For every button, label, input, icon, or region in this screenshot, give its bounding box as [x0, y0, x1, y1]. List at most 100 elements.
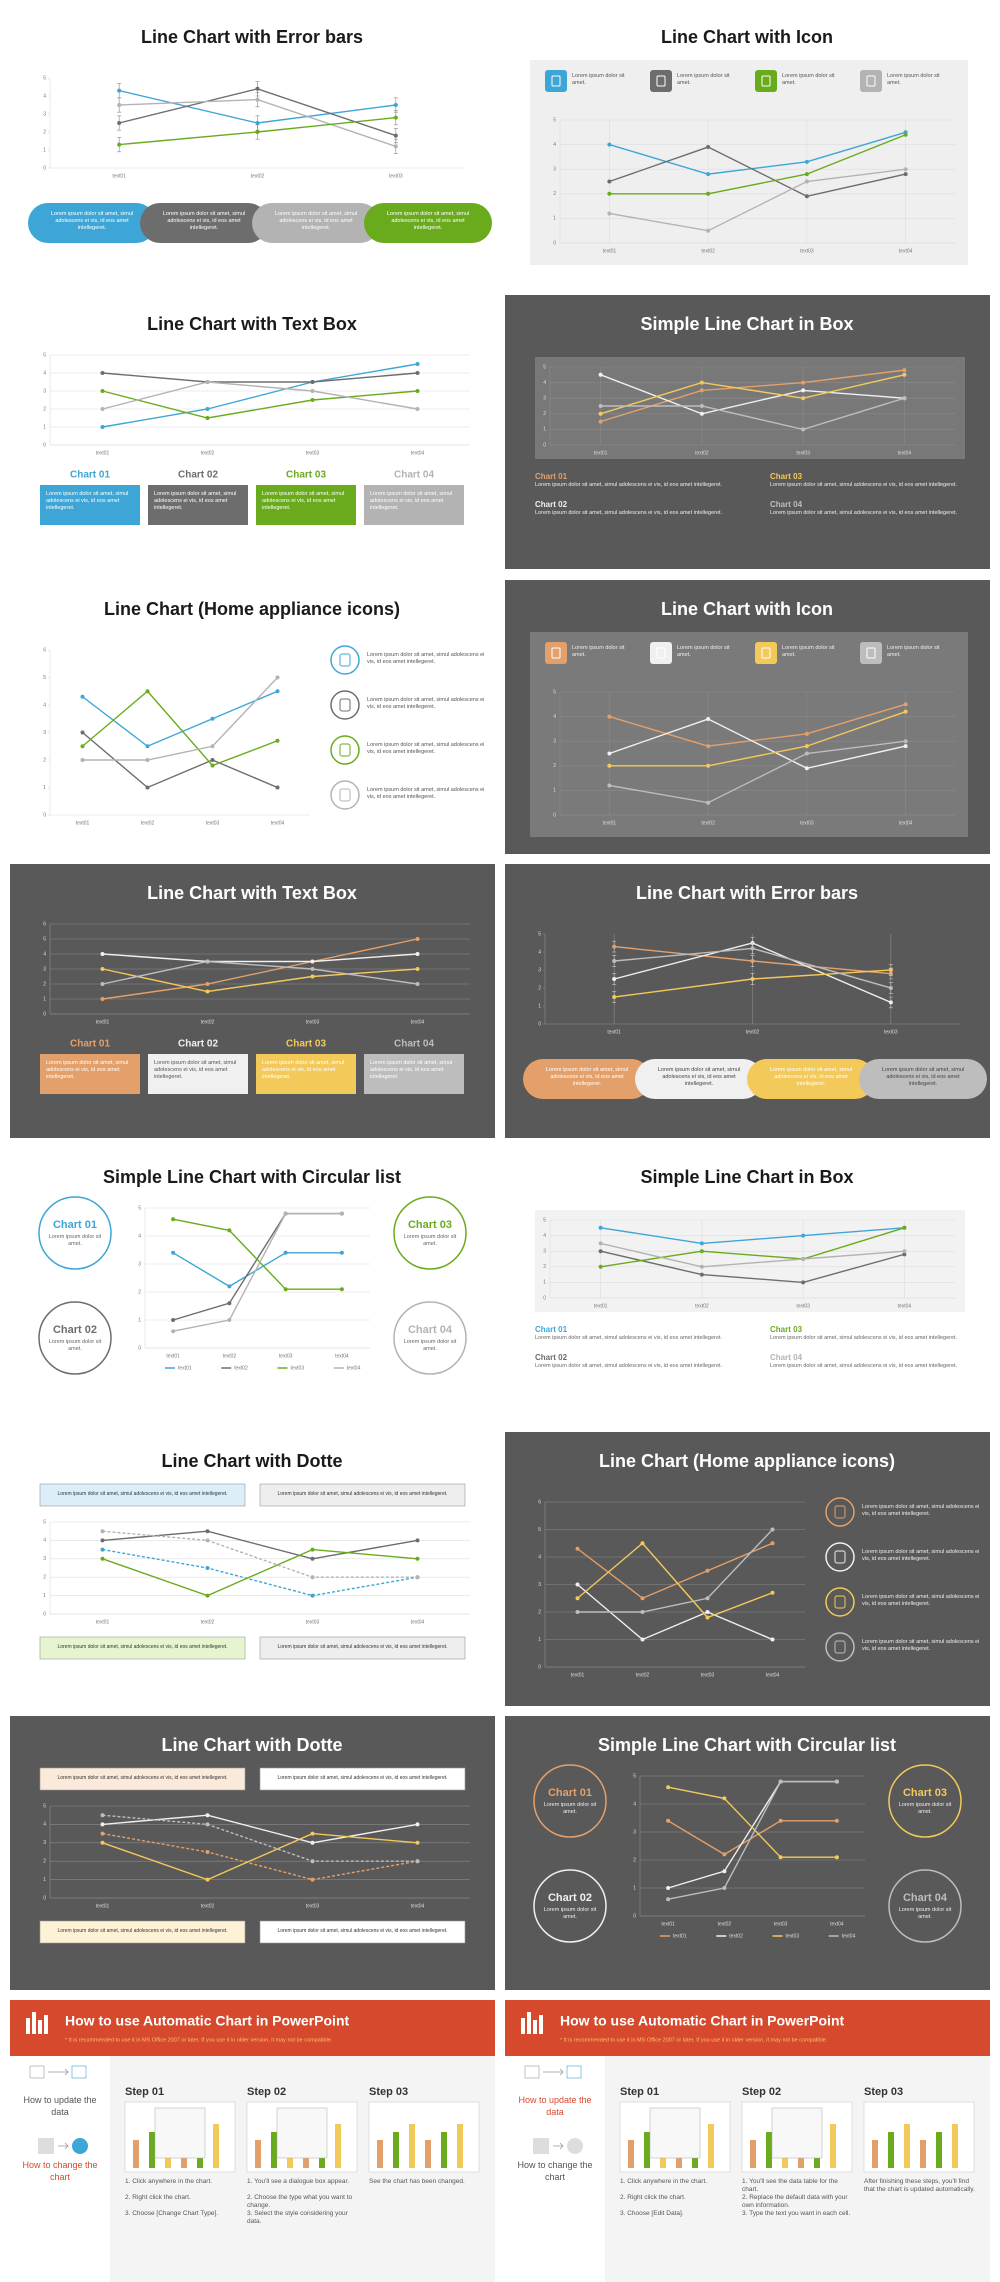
box-text: Lorem ipsum dolor sit amet, simul adoles…: [657, 1067, 741, 1088]
data-point: [903, 744, 908, 749]
x-tick-label: text02: [718, 1921, 732, 1927]
panel-background: [505, 1716, 990, 1990]
data-point: [607, 714, 612, 719]
series-line: [102, 953, 418, 963]
data-point: [283, 1287, 288, 1292]
data-point: [722, 1869, 727, 1874]
x-tick-label: text01: [96, 1903, 110, 1909]
item-text: Lorem ipsum dolor sit amet, simul adoles…: [367, 652, 485, 666]
icon-circle: [330, 690, 360, 720]
text-box: [39, 1483, 246, 1507]
item-text: Lorem ipsum dolor sit amet, simul adoles…: [367, 787, 485, 801]
y-tick-label: 3: [553, 739, 556, 745]
data-point: [339, 1287, 344, 1292]
box-text: Lorem ipsum dolor sit amet, simul adoles…: [535, 510, 723, 516]
data-point: [770, 1541, 775, 1546]
y-tick-label: 5: [543, 1217, 546, 1223]
data-point: [598, 1241, 603, 1246]
data-point: [607, 191, 612, 196]
y-tick-label: 2: [43, 1859, 46, 1865]
icon-text: Lorem ipsum dolor sit amet.: [887, 645, 940, 659]
y-tick-label: 3: [43, 966, 46, 972]
circle-text: Lorem ipsum dolor sit amet.: [48, 1234, 102, 1248]
data-point: [750, 946, 755, 951]
data-point: [100, 967, 105, 971]
pill-box: [28, 203, 156, 243]
y-tick-label: 5: [553, 689, 556, 695]
screenshot-menu: [649, 2107, 701, 2159]
y-tick-label: 1: [43, 785, 46, 791]
series-line: [609, 718, 906, 769]
data-point: [598, 1249, 603, 1254]
box-text-frame: Lorem ipsum dolor sit amet, simul adoles…: [277, 1775, 447, 1781]
x-tick-label: text01: [76, 820, 90, 826]
panel-title: Simple Line Chart in Box: [640, 314, 853, 334]
data-point: [706, 763, 711, 768]
step-instruction-frame: 3. Choose [Edit Data].: [620, 2210, 684, 2217]
box-label: Chart 02: [535, 1353, 568, 1362]
y-tick-label: 1: [553, 788, 556, 794]
data-point: [100, 997, 105, 1001]
icon-glyph: [339, 788, 351, 802]
y-tick-label: 0: [553, 240, 556, 246]
screenshot-bar: [936, 2132, 942, 2168]
y-tick-label: 0: [138, 1345, 141, 1351]
data-point: [699, 411, 704, 416]
x-tick-label: text02: [201, 1019, 215, 1025]
icon-glyph: [656, 647, 666, 659]
data-point: [598, 372, 603, 377]
icon-glyph: [551, 75, 561, 87]
data-point: [903, 709, 908, 714]
data-point: [275, 675, 280, 680]
data-point: [393, 103, 398, 107]
step-instruction-frame: 3. Choose [Change Chart Type].: [125, 2210, 218, 2217]
y-tick-label: 1: [538, 1003, 541, 1009]
item-text-frame: Lorem ipsum dolor sit amet, simul adoles…: [862, 1594, 979, 1607]
series-line: [172, 1252, 342, 1288]
series-line: [609, 703, 906, 747]
series-line: [172, 1218, 342, 1290]
data-point: [255, 97, 260, 102]
data-point: [706, 191, 711, 196]
x-tick-label: text02: [201, 450, 215, 456]
x-tick-label: text02: [223, 1353, 237, 1359]
box-text-frame: Lorem ipsum dolor sit amet, simul adoles…: [657, 1067, 741, 1088]
data-point: [415, 952, 420, 956]
step-label: Step 01: [620, 2086, 659, 2098]
box-text: Lorem ipsum dolor sit amet, simul adoles…: [50, 211, 134, 232]
data-point: [607, 763, 612, 768]
x-tick-label: text03: [306, 450, 320, 456]
step-instruction: See the chart has been changed.: [369, 2178, 465, 2185]
y-tick-label: 4: [538, 1554, 541, 1560]
x-tick-label: text02: [701, 820, 715, 826]
screenshot-bar: [920, 2140, 926, 2168]
nav-icon: [38, 2138, 54, 2154]
data-point: [598, 419, 603, 424]
circle-label: Chart 01: [548, 1787, 592, 1799]
nav-text-frame: How to change the chart: [517, 2160, 592, 2182]
text-box: [40, 485, 140, 525]
y-tick-label: 3: [43, 1840, 46, 1846]
y-tick-label: 0: [43, 165, 46, 171]
data-point: [171, 1318, 176, 1322]
y-tick-label: 3: [633, 1829, 636, 1835]
data-point: [415, 982, 420, 986]
x-tick-label: text01: [112, 173, 126, 179]
step-label: Step 03: [369, 2086, 408, 2098]
x-tick-label: text02: [251, 173, 265, 179]
header-icon-bar: [32, 2012, 36, 2034]
panel-background: [10, 580, 495, 854]
icon-text: Lorem ipsum dolor sit amet.: [782, 73, 835, 87]
nav-icon: [567, 2138, 583, 2154]
x-tick-label: text01: [96, 450, 110, 456]
data-point: [227, 1318, 232, 1322]
data-point: [666, 1886, 671, 1890]
data-point: [722, 1796, 727, 1801]
text-box: [259, 1920, 466, 1944]
y-tick-label: 1: [543, 1280, 546, 1286]
y-tick-label: 5: [538, 931, 541, 937]
panel-title: Line Chart with Error bars: [636, 883, 858, 903]
y-tick-label: 2: [633, 1857, 636, 1863]
data-point: [210, 716, 215, 721]
item-text: Lorem ipsum dolor sit amet, simul adoles…: [862, 1639, 980, 1653]
